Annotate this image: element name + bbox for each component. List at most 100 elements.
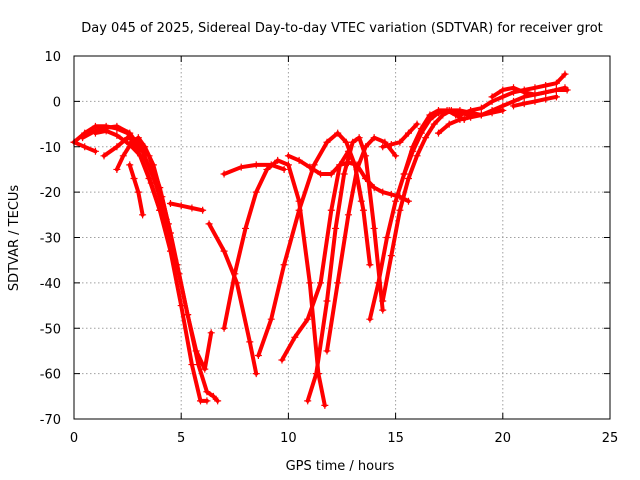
series-arc-16 bbox=[323, 134, 400, 355]
data-point bbox=[510, 102, 518, 110]
data-point bbox=[563, 86, 571, 94]
data-point bbox=[310, 161, 318, 169]
grid bbox=[74, 56, 610, 419]
x-tick-label: 25 bbox=[602, 431, 619, 446]
data-point bbox=[366, 261, 374, 269]
data-point bbox=[203, 397, 211, 405]
data-point bbox=[201, 365, 209, 373]
data-point bbox=[156, 184, 164, 192]
data-point bbox=[336, 161, 344, 169]
series-line bbox=[457, 72, 567, 117]
series-arc-15 bbox=[304, 134, 387, 405]
data-point bbox=[126, 161, 134, 169]
data-point bbox=[233, 279, 241, 287]
series-line bbox=[207, 221, 259, 376]
y-tick-label: -60 bbox=[40, 368, 61, 383]
data-point bbox=[126, 140, 134, 148]
data-point bbox=[327, 206, 335, 214]
data-point bbox=[374, 279, 382, 287]
data-point bbox=[383, 234, 391, 241]
data-point bbox=[400, 170, 408, 178]
data-point bbox=[413, 120, 421, 128]
data-point bbox=[199, 206, 207, 214]
data-point bbox=[499, 86, 507, 94]
data-point bbox=[130, 175, 138, 183]
data-point bbox=[209, 392, 217, 400]
data-point bbox=[396, 206, 404, 214]
data-point bbox=[362, 143, 370, 151]
data-point bbox=[188, 361, 196, 369]
data-point bbox=[278, 356, 286, 364]
y-tick-label: -20 bbox=[40, 186, 61, 201]
data-point bbox=[334, 279, 342, 287]
y-tick-label: -70 bbox=[40, 413, 61, 428]
data-point bbox=[306, 279, 314, 287]
data-point bbox=[520, 88, 528, 96]
y-tick-label: -50 bbox=[40, 322, 61, 337]
data-point bbox=[177, 202, 185, 210]
data-point bbox=[274, 156, 282, 164]
data-point bbox=[520, 100, 528, 108]
data-point bbox=[353, 165, 361, 173]
data-point bbox=[164, 220, 172, 228]
data-point bbox=[184, 311, 192, 319]
data-point bbox=[102, 127, 110, 135]
data-point bbox=[379, 143, 387, 151]
data-point bbox=[317, 279, 325, 287]
series-line bbox=[168, 201, 205, 213]
data-point bbox=[552, 86, 560, 94]
data-point bbox=[531, 91, 539, 99]
data-point bbox=[304, 397, 312, 405]
data-point bbox=[139, 211, 147, 219]
data-point bbox=[392, 197, 400, 205]
x-tick-label: 20 bbox=[495, 431, 512, 446]
data-point bbox=[434, 129, 442, 137]
data-point bbox=[207, 329, 215, 337]
series-line bbox=[102, 135, 177, 263]
series-line bbox=[127, 162, 145, 217]
data-point bbox=[252, 188, 260, 196]
data-point bbox=[323, 347, 331, 355]
y-tick-label: -40 bbox=[40, 277, 61, 292]
data-point bbox=[306, 163, 314, 171]
data-point bbox=[246, 338, 254, 346]
data-point bbox=[542, 88, 550, 96]
data-point bbox=[254, 351, 262, 359]
series-arc-20 bbox=[400, 106, 507, 178]
data-point bbox=[445, 106, 453, 114]
data-point bbox=[392, 152, 400, 160]
data-point bbox=[280, 261, 288, 269]
data-point bbox=[413, 152, 421, 160]
data-point bbox=[252, 370, 260, 378]
series-arc-3 bbox=[113, 134, 215, 373]
data-point bbox=[499, 102, 507, 110]
x-tick-label: 15 bbox=[387, 431, 404, 446]
data-point bbox=[430, 120, 438, 128]
series-arc-11 bbox=[220, 161, 288, 178]
data-point bbox=[387, 252, 395, 260]
data-point bbox=[91, 147, 99, 155]
x-tick-label: 0 bbox=[70, 431, 78, 446]
data-point bbox=[317, 170, 325, 178]
data-point bbox=[284, 161, 292, 169]
data-point bbox=[166, 199, 174, 207]
data-point bbox=[126, 129, 134, 137]
data-point bbox=[426, 116, 434, 124]
data-point bbox=[113, 165, 121, 173]
series-arc-1 bbox=[70, 122, 211, 405]
series-arc-10 bbox=[205, 220, 260, 378]
data-point bbox=[113, 122, 121, 130]
plot-area bbox=[70, 70, 571, 409]
data-point bbox=[379, 306, 387, 314]
data-point bbox=[237, 163, 245, 171]
data-point bbox=[370, 184, 378, 192]
data-point bbox=[192, 347, 200, 355]
data-point bbox=[312, 370, 320, 378]
data-point bbox=[488, 93, 496, 101]
data-point bbox=[79, 134, 87, 142]
data-point bbox=[561, 70, 569, 78]
data-point bbox=[124, 134, 132, 142]
data-point bbox=[531, 84, 539, 92]
data-point bbox=[263, 165, 271, 173]
